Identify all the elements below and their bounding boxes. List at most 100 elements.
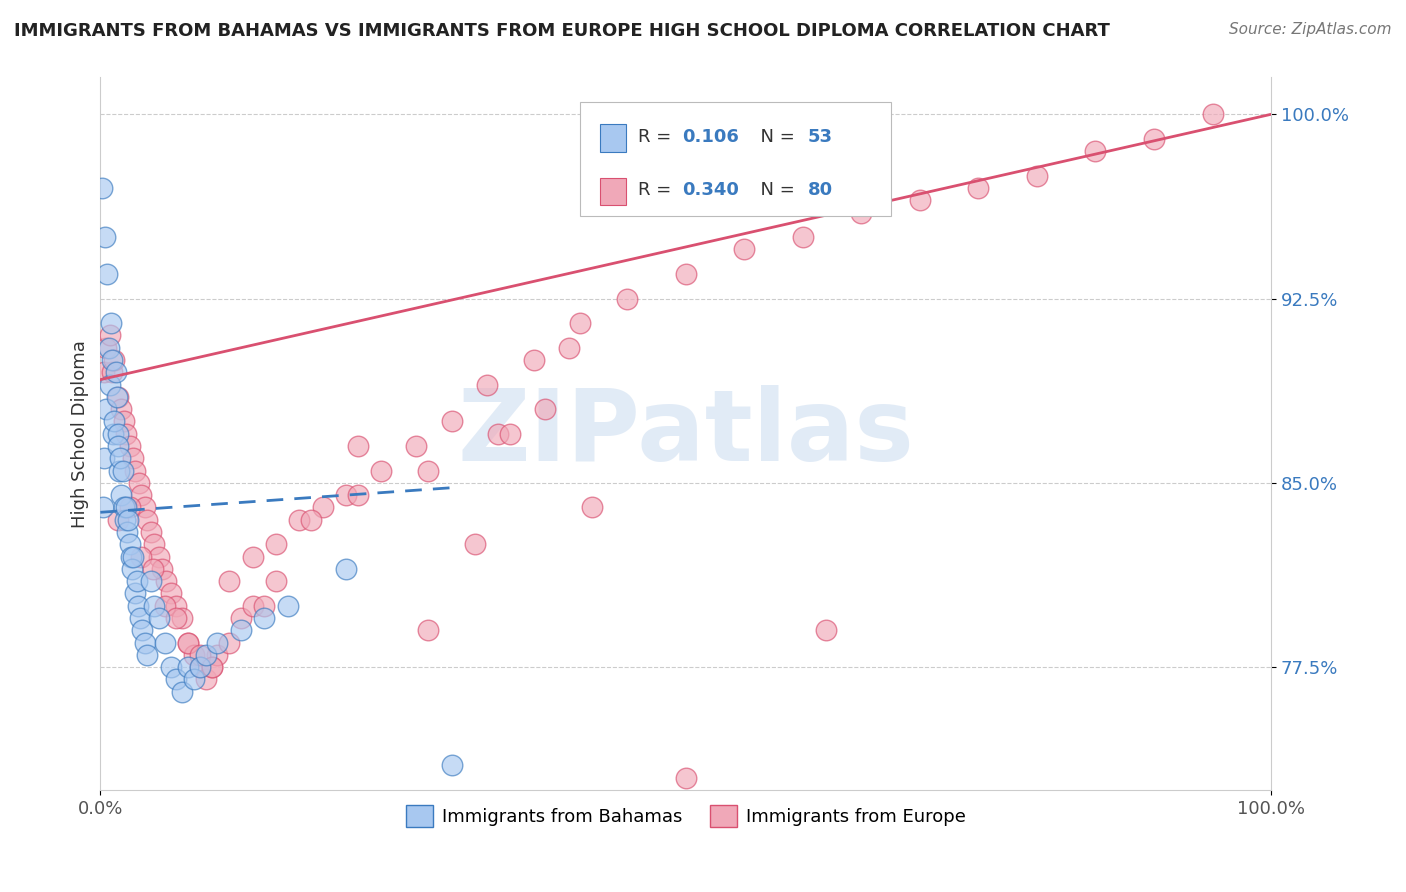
Point bbox=[111, 463, 134, 477]
Point bbox=[299, 513, 322, 527]
Point bbox=[131, 549, 153, 564]
Point bbox=[242, 549, 264, 564]
Point bbox=[104, 365, 127, 379]
Point bbox=[207, 635, 229, 649]
Point bbox=[229, 611, 252, 625]
Point bbox=[143, 599, 166, 613]
Text: 0.340: 0.340 bbox=[682, 181, 740, 199]
Point bbox=[242, 599, 264, 613]
Point bbox=[134, 500, 156, 515]
Point bbox=[312, 500, 335, 515]
Point bbox=[440, 758, 463, 772]
Point bbox=[194, 673, 217, 687]
Point bbox=[1143, 132, 1166, 146]
Point bbox=[581, 500, 603, 515]
Point bbox=[288, 513, 311, 527]
Point bbox=[110, 402, 132, 417]
Point bbox=[177, 635, 200, 649]
Point bbox=[557, 341, 579, 355]
Point bbox=[139, 524, 162, 539]
Point bbox=[335, 488, 357, 502]
Point bbox=[97, 341, 120, 355]
Point bbox=[165, 611, 187, 625]
Point bbox=[90, 181, 112, 195]
Point bbox=[121, 562, 143, 576]
Bar bbox=[600, 178, 626, 205]
Point bbox=[115, 500, 138, 515]
Point bbox=[110, 451, 132, 466]
Point bbox=[118, 537, 141, 551]
Point bbox=[108, 463, 131, 477]
Text: Source: ZipAtlas.com: Source: ZipAtlas.com bbox=[1229, 22, 1392, 37]
Point bbox=[96, 341, 118, 355]
Point bbox=[418, 624, 440, 638]
Point bbox=[405, 439, 427, 453]
Text: IMMIGRANTS FROM BAHAMAS VS IMMIGRANTS FROM EUROPE HIGH SCHOOL DIPLOMA CORRELATIO: IMMIGRANTS FROM BAHAMAS VS IMMIGRANTS FR… bbox=[14, 22, 1109, 40]
Point bbox=[475, 377, 498, 392]
Point bbox=[335, 562, 357, 576]
Point bbox=[98, 328, 121, 343]
Point bbox=[253, 599, 276, 613]
Point bbox=[93, 365, 115, 379]
Point bbox=[347, 488, 370, 502]
Point bbox=[499, 426, 522, 441]
Point bbox=[107, 513, 129, 527]
Point bbox=[94, 230, 117, 244]
Point bbox=[165, 673, 187, 687]
Point bbox=[107, 426, 129, 441]
Point bbox=[200, 660, 222, 674]
Point bbox=[218, 574, 240, 588]
Point bbox=[534, 402, 557, 417]
Point bbox=[908, 194, 931, 208]
Point bbox=[183, 673, 205, 687]
Point bbox=[96, 267, 118, 281]
Point bbox=[118, 439, 141, 453]
Bar bbox=[600, 125, 626, 152]
Point bbox=[159, 660, 181, 674]
Point bbox=[370, 463, 392, 477]
Point bbox=[440, 414, 463, 428]
Point bbox=[117, 513, 139, 527]
Point bbox=[136, 648, 159, 662]
Point bbox=[93, 451, 115, 466]
Point bbox=[131, 624, 153, 638]
Point bbox=[165, 599, 187, 613]
Point bbox=[128, 475, 150, 490]
Point bbox=[148, 549, 170, 564]
Text: R =: R = bbox=[638, 181, 676, 199]
Point bbox=[122, 549, 145, 564]
Point bbox=[98, 377, 121, 392]
Point bbox=[194, 648, 217, 662]
Point bbox=[115, 426, 138, 441]
Legend: Immigrants from Bahamas, Immigrants from Europe: Immigrants from Bahamas, Immigrants from… bbox=[399, 797, 973, 834]
Point bbox=[96, 402, 118, 417]
Point bbox=[100, 316, 122, 330]
Point bbox=[91, 500, 114, 515]
Point bbox=[264, 537, 287, 551]
Point bbox=[418, 463, 440, 477]
Point bbox=[103, 426, 125, 441]
Point bbox=[188, 660, 211, 674]
Point bbox=[177, 660, 200, 674]
Point bbox=[229, 624, 252, 638]
Point bbox=[101, 365, 124, 379]
Point bbox=[675, 771, 697, 785]
Point bbox=[188, 648, 211, 662]
Text: 0.106: 0.106 bbox=[682, 128, 740, 145]
Point bbox=[127, 599, 149, 613]
Point bbox=[155, 574, 177, 588]
Point bbox=[522, 353, 544, 368]
Point bbox=[183, 648, 205, 662]
Point bbox=[207, 648, 229, 662]
Point bbox=[131, 488, 153, 502]
Point bbox=[200, 660, 222, 674]
Point bbox=[675, 267, 697, 281]
Point bbox=[218, 635, 240, 649]
Point bbox=[112, 414, 135, 428]
Point bbox=[143, 537, 166, 551]
Point bbox=[148, 611, 170, 625]
Point bbox=[117, 524, 139, 539]
Point bbox=[139, 574, 162, 588]
Point bbox=[464, 537, 486, 551]
Point bbox=[125, 574, 148, 588]
